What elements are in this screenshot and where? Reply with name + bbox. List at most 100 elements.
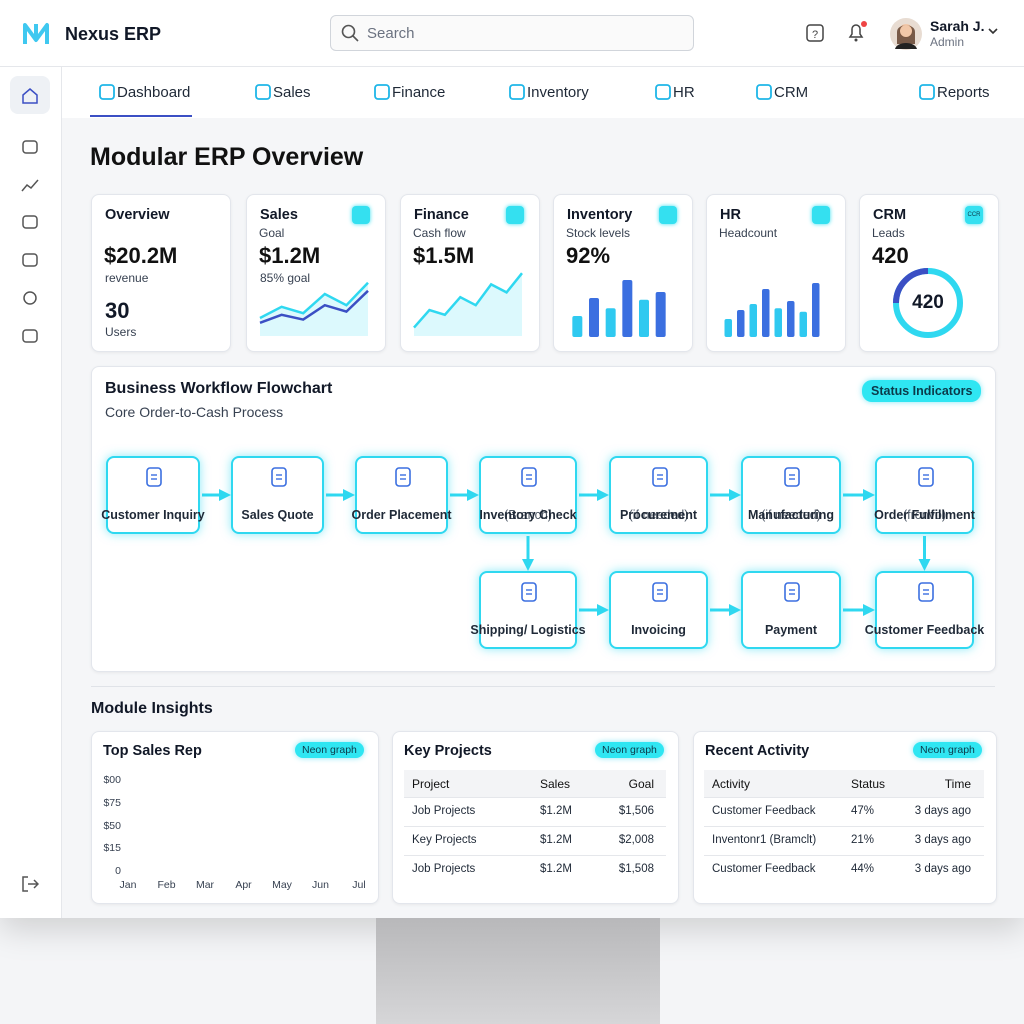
column-header: Sales <box>540 777 571 791</box>
sidebar-icon[interactable] <box>21 87 39 105</box>
search-icon <box>341 24 359 42</box>
nav-tab[interactable]: Inventory <box>527 84 589 101</box>
status-badge[interactable]: Status Indicators <box>862 380 982 402</box>
node-icon <box>651 582 668 602</box>
node-icon <box>784 582 800 602</box>
insight-panel <box>693 731 997 904</box>
avatar[interactable] <box>889 17 923 51</box>
icon-shape <box>394 467 411 487</box>
help-icon[interactable]: ? <box>806 24 824 42</box>
card-icon <box>812 206 830 224</box>
card-icon <box>659 206 677 224</box>
card-subtitle: Cash flow <box>413 226 466 240</box>
node-label: Customer Feedback <box>864 623 985 637</box>
table-cell: 3 days ago <box>914 834 971 846</box>
bell-icon[interactable] <box>845 20 869 44</box>
card-icon <box>352 206 370 224</box>
flow-node[interactable]: Inventory Check (Branch) <box>479 456 577 534</box>
icon-shape <box>22 329 38 343</box>
nav-tab[interactable]: CRM <box>774 84 809 101</box>
card-title: Overview <box>105 207 170 223</box>
svg-text:?: ? <box>812 29 818 41</box>
flow-node[interactable]: Order Fulfillment (fronvo) <box>874 456 975 534</box>
insight-panel <box>91 731 379 904</box>
flow-node[interactable]: Payment <box>741 571 841 649</box>
row-line <box>404 855 666 856</box>
sidebar-icon[interactable] <box>21 213 39 231</box>
panel-badge[interactable]: Neon graph <box>295 742 364 758</box>
icon-shape <box>521 467 537 487</box>
y-tick-label: $75 <box>103 796 121 809</box>
panel-badge[interactable]: Neon graph <box>595 742 664 758</box>
flow-node[interactable]: Sales Quote <box>231 456 324 534</box>
node-label: Sales Quote <box>241 508 314 522</box>
node-sublabel: (fronvo) <box>902 508 947 522</box>
tab-icon <box>919 84 935 100</box>
icon-shape <box>22 140 38 154</box>
bar <box>737 310 745 337</box>
table-cell: Key Projects <box>412 834 477 846</box>
y-tick-label: 0 <box>115 865 121 877</box>
nav-tab[interactable]: Dashboard <box>117 84 191 101</box>
card-icon: CCR <box>965 206 983 224</box>
icon-shape <box>651 582 668 602</box>
sidebar-icon[interactable] <box>21 176 39 194</box>
flow-node[interactable]: Customer Feedback <box>865 571 984 649</box>
sidebar-active <box>10 76 50 114</box>
sidebar-icon[interactable] <box>21 327 39 345</box>
y-tick-label: $00 <box>103 774 121 786</box>
icon-shape <box>917 582 934 602</box>
flow-node[interactable]: Order Placement <box>351 456 452 534</box>
table-cell: $1.2M <box>540 805 572 817</box>
nav-tab[interactable]: Finance <box>392 84 446 101</box>
node-icon <box>270 467 287 487</box>
insight-panel <box>392 731 679 904</box>
chevron[interactable] <box>987 27 999 37</box>
table-header-bg <box>704 770 984 798</box>
column-header: Activity <box>712 777 751 791</box>
panel-badge[interactable]: Neon graph <box>913 742 982 758</box>
nav-tab[interactable]: Sales <box>273 84 311 101</box>
nav-tab[interactable]: Reports <box>937 84 990 101</box>
search-box[interactable] <box>330 15 694 51</box>
card-subtitle: Stock levels <box>566 226 631 240</box>
flow-node[interactable]: Invoicing <box>609 571 708 649</box>
table-cell: 44% <box>851 863 875 875</box>
sidebar-icon[interactable] <box>21 251 39 269</box>
node-icon <box>394 467 411 487</box>
area <box>260 282 368 336</box>
sidebar-icon[interactable] <box>21 875 39 893</box>
flowchart-title: Business Workflow Flowchart <box>105 380 333 397</box>
x-tick-label: Mar <box>195 879 215 891</box>
table-cell: 21% <box>851 834 875 846</box>
x-tick-label: Apr <box>235 879 252 891</box>
bar <box>724 319 732 337</box>
column-header: Project <box>412 777 450 791</box>
flow-node[interactable]: Customer Inquiry <box>101 456 205 534</box>
card-value: 420 <box>872 243 909 268</box>
flow-node[interactable]: Manufacturing (if needed) <box>741 456 841 534</box>
bar <box>639 299 649 337</box>
node-label: Manufacturing <box>747 508 835 522</box>
card-chart <box>259 281 369 336</box>
x-tick-label: Jan <box>119 879 137 891</box>
monitor-stand <box>376 918 660 1024</box>
bar <box>812 283 820 337</box>
icon-shape <box>919 84 935 100</box>
x-tick-label: Jun <box>312 879 329 891</box>
flow-node[interactable]: Shipping/ Logistics <box>470 571 586 649</box>
sidebar-icon[interactable] <box>21 289 39 307</box>
flow-node[interactable]: Procurement (if needed) <box>609 456 708 534</box>
node-label: Shipping/ Logistics <box>470 623 586 637</box>
node-sublabel: (if needed) <box>761 508 821 522</box>
sidebar-icon[interactable] <box>21 138 39 156</box>
card-chart <box>413 272 523 336</box>
icon-shape <box>99 84 115 100</box>
icon-shape <box>784 467 800 487</box>
nav-tab[interactable]: HR <box>673 84 695 101</box>
area <box>414 273 522 336</box>
divider <box>91 686 995 687</box>
ring <box>893 268 963 338</box>
panel-title: Recent Activity <box>705 743 810 759</box>
icon-shape <box>23 291 37 305</box>
